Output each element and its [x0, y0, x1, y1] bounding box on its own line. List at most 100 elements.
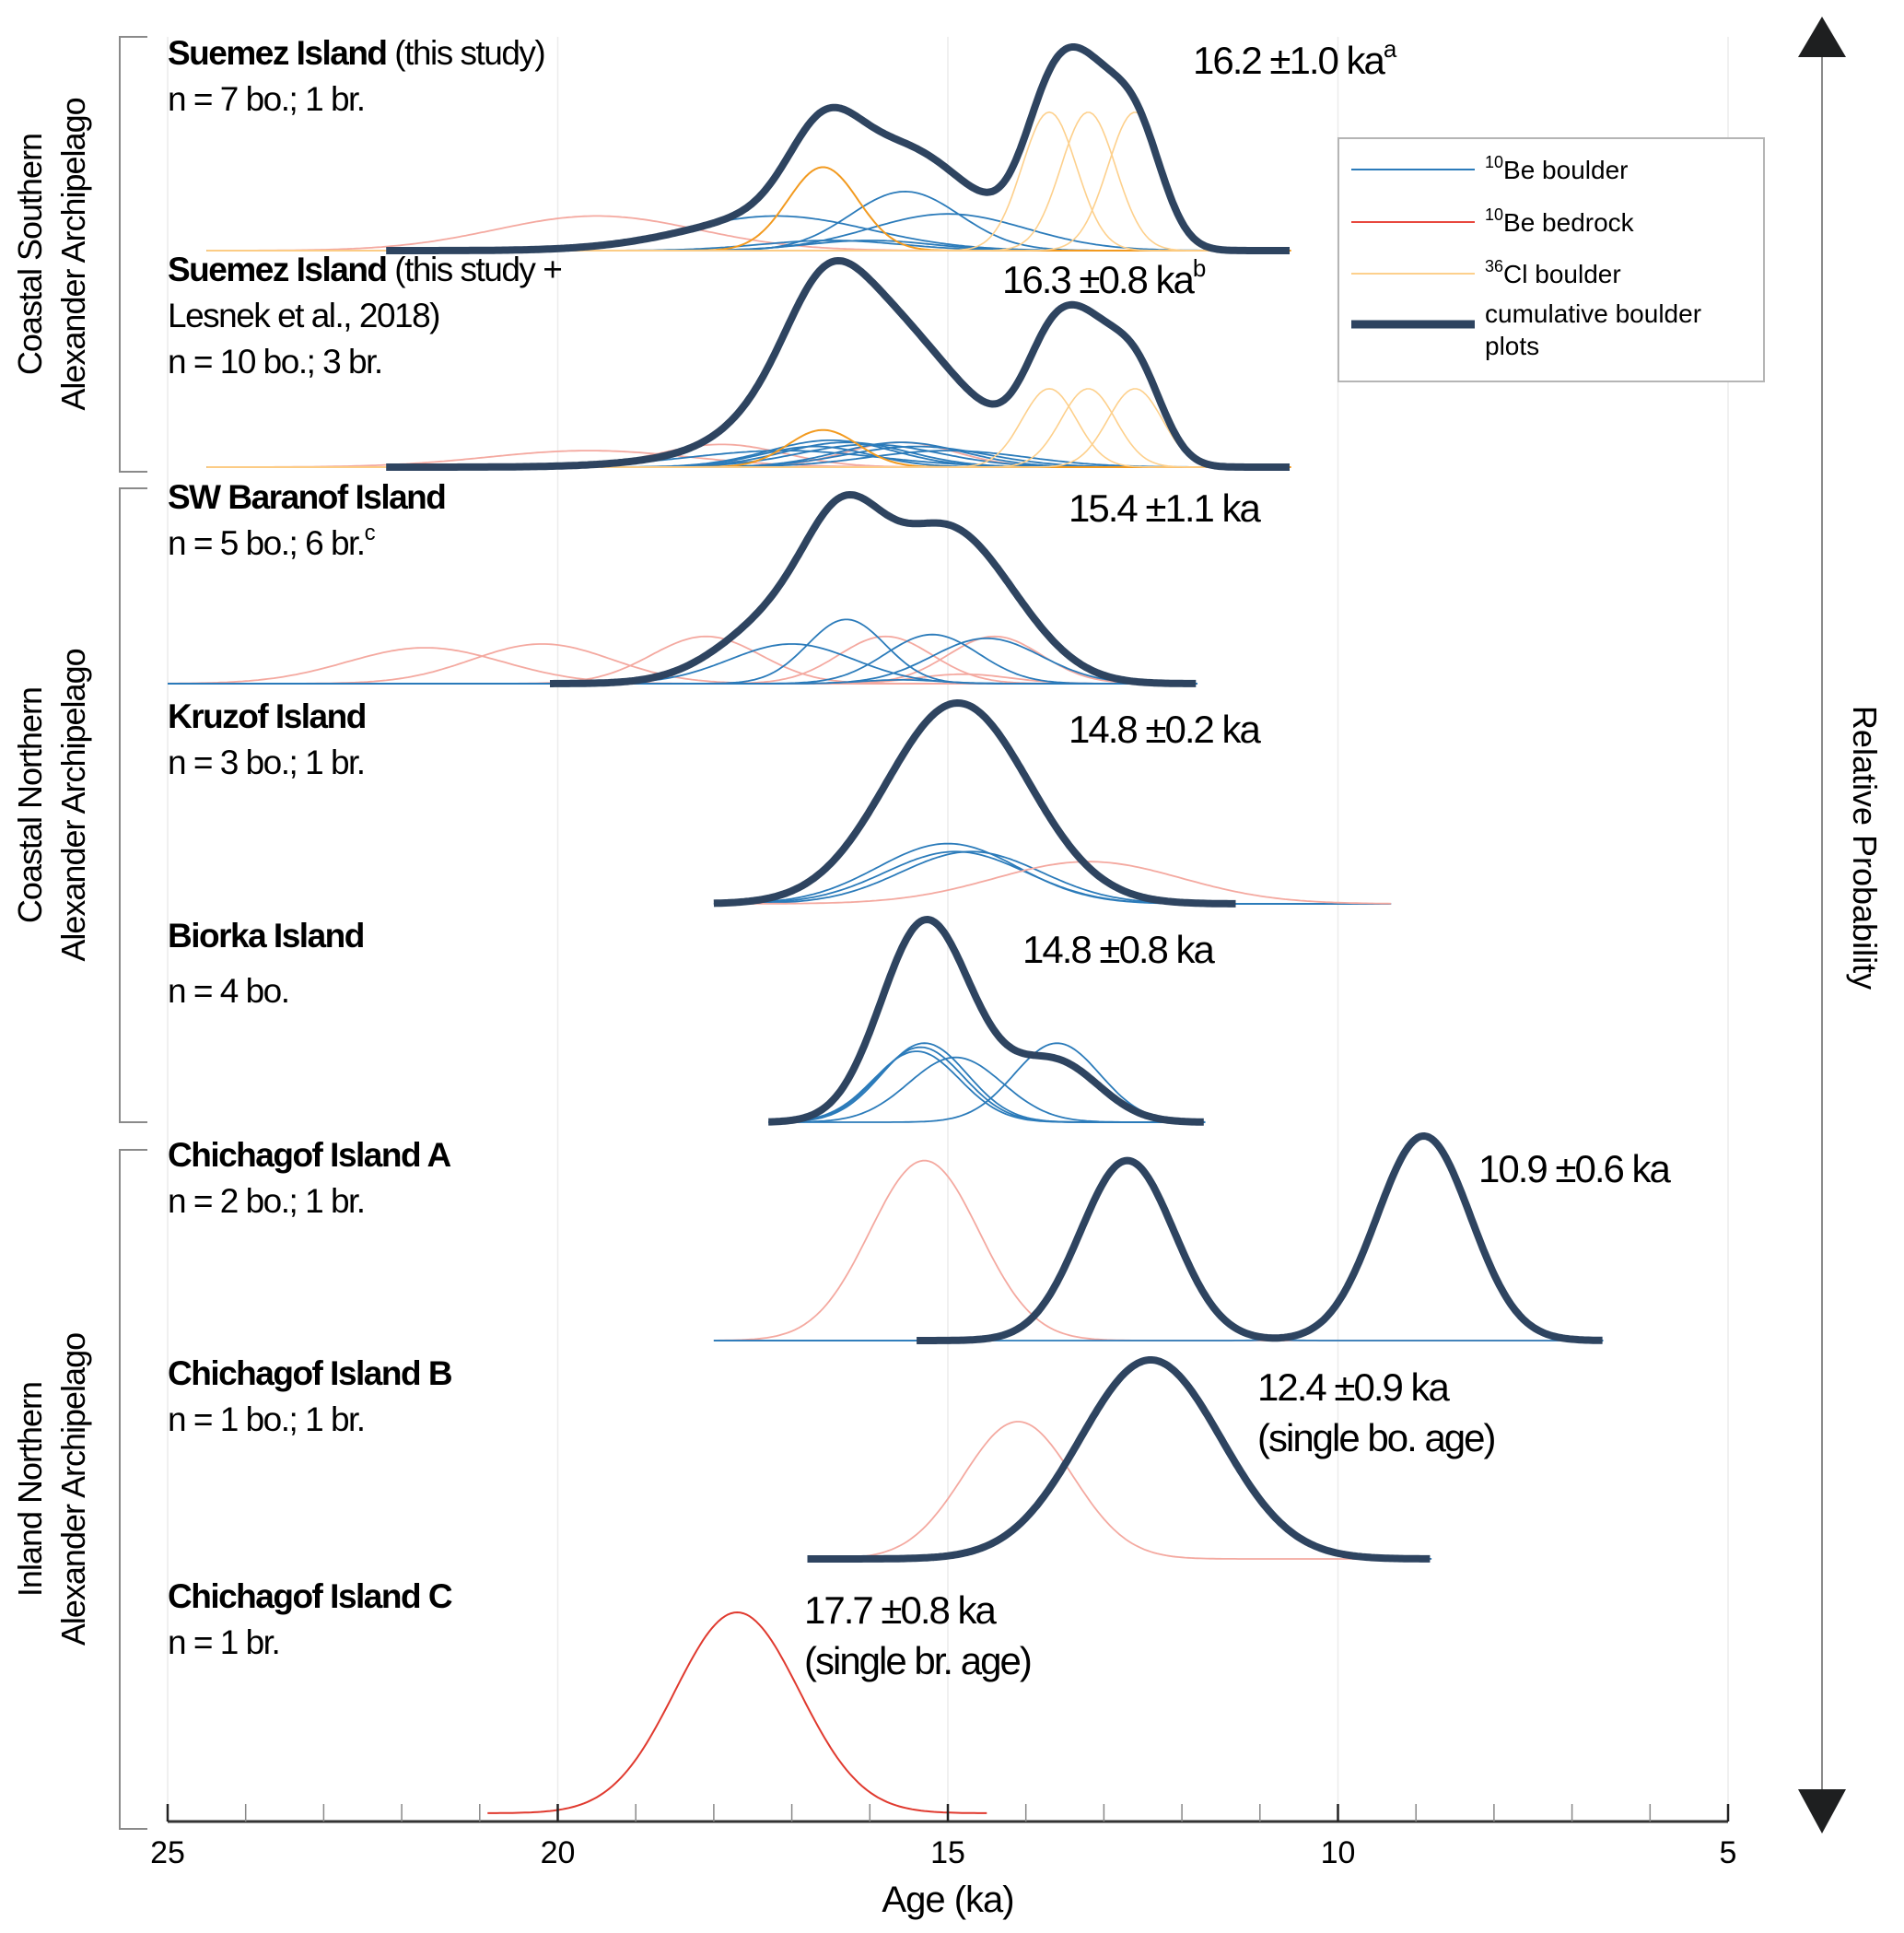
sample-count-text: n = 10 bo.; 3 br.	[168, 343, 382, 381]
x-tick-label: 10	[1321, 1835, 1356, 1870]
x-axis-title: Age (ka)	[882, 1880, 1013, 1920]
group-bracket	[119, 36, 147, 473]
panel-label-6: Chichagof Island B n = 1 bo.; 1 br. 12.4 ±…	[168, 1354, 1497, 1459]
age-value: 17.7 ±0.8 ka	[804, 1588, 998, 1632]
panel-curves-5	[713, 1132, 1605, 1344]
cumulative-pdf	[712, 699, 1237, 908]
panel-age-label: 16.3 ±0.8 kab	[1002, 254, 1206, 301]
pdf-be-boulder	[713, 1159, 1604, 1341]
x-tick-label: 15	[930, 1835, 965, 1870]
y-axis-title: Relative Probability	[1846, 706, 1884, 990]
panel-labels: Suemez Island (this study) n = 7 bo.; 1 b…	[168, 34, 1674, 1682]
pdf-be-boulder	[768, 1042, 1206, 1123]
age-footnote: b	[1193, 254, 1206, 282]
panel-site-note: (this study +	[387, 251, 562, 288]
pdf-be-boulder	[768, 1056, 1206, 1123]
age-footnote: a	[1384, 35, 1397, 63]
sample-count-text: n = 5 bo.; 6 br.	[168, 524, 365, 562]
pdf-cl-boulder	[206, 111, 1290, 252]
x-axis: 25 20 15 10 5 Age (ka)	[150, 1804, 1736, 1920]
cumulative-pdf	[915, 1132, 1605, 1344]
group-label-line2: Alexander Archipelago	[54, 98, 92, 410]
sample-count-text: n = 3 bo.; 1 br.	[168, 744, 365, 781]
legend-label: 36Cl boulder	[1485, 257, 1621, 288]
group-label-line2: Alexander Archipelago	[54, 1333, 92, 1646]
panel-title: SW Baranof Island	[168, 478, 445, 516]
pdf-be-bedrock-solid	[487, 1611, 987, 1814]
age-value: 16.3 ±0.8 ka	[1002, 258, 1196, 301]
panel-site-name: Chichagof Island A	[168, 1136, 450, 1174]
panel-sample-count: n = 3 bo.; 1 br.	[168, 744, 365, 781]
panel-label-1: Suemez Island (this study + Lesnek et al.…	[168, 251, 1208, 381]
group-label: Inland Northern Alexander Archipelago	[11, 1333, 92, 1646]
legend-isotope-label: Cl boulder	[1503, 260, 1621, 288]
panel-site-name: Suemez Island	[168, 34, 387, 72]
pdf-be-boulder	[168, 679, 1197, 685]
pdf-curves	[168, 43, 1605, 1814]
x-tick-label: 20	[541, 1835, 576, 1870]
legend-isotope-mass: 36	[1485, 257, 1503, 275]
sample-count-text: n = 2 bo.; 1 br.	[168, 1182, 365, 1220]
group-bracket	[119, 1149, 147, 1830]
pdf-be-bedrock	[168, 635, 1197, 685]
panel-sample-count: n = 4 bo.	[168, 972, 289, 1010]
legend-label: 10Be bedrock	[1485, 205, 1635, 237]
legend-isotope-label: Be bedrock	[1503, 208, 1635, 237]
pdf-be-bedrock	[168, 643, 1197, 685]
pdf-be-bedrock	[168, 635, 1197, 685]
pdf-be-bedrock	[713, 1159, 1604, 1341]
group-labels: Coastal Southern Alexander ArchipelagoCoa…	[11, 98, 92, 1646]
panel-age-label: 14.8 ±0.2 ka	[1069, 708, 1262, 751]
pdf-be-bedrock	[807, 1421, 1432, 1560]
legend-isotope-mass: 10	[1485, 205, 1503, 224]
panel-title: Suemez Island (this study +	[168, 251, 561, 288]
legend-isotope-label: Be boulder	[1503, 156, 1628, 184]
panel-title: Biorka Island	[168, 917, 364, 955]
panel-label-2: SW Baranof Island n = 5 bo.; 6 br.c 15.4 ±…	[168, 478, 1264, 562]
arrow-down-icon	[1798, 1789, 1846, 1833]
age-value: 16.2 ±1.0 ka	[1193, 39, 1386, 82]
panel-sample-count: n = 7 bo.; 1 br.	[168, 80, 365, 118]
panel-age-label: 16.2 ±1.0 kaa	[1193, 35, 1397, 82]
panel-age-note: (single bo. age)	[1257, 1416, 1495, 1459]
sample-count-text: n = 7 bo.; 1 br.	[168, 80, 365, 118]
panel-age-label: 14.8 ±0.8 ka	[1022, 928, 1216, 971]
panel-site-name: Biorka Island	[168, 917, 364, 955]
panel-label-4: Biorka Island n = 4 bo. 14.8 ±0.8 ka	[168, 917, 1218, 1010]
pdf-be-bedrock	[206, 450, 1290, 468]
age-value: 15.4 ±1.1 ka	[1069, 486, 1262, 530]
panel-site-note-line2: Lesnek et al., 2018)	[168, 297, 439, 334]
cumulative-pdf	[548, 491, 1197, 687]
age-value: 12.4 ±0.9 ka	[1257, 1365, 1451, 1409]
pdf-be-boulder	[206, 450, 1290, 468]
group-label-line2: Alexander Archipelago	[54, 649, 92, 961]
panel-site-name: Chichagof Island C	[168, 1577, 452, 1615]
cumulative-pdf	[384, 257, 1291, 471]
group-label-line1: Coastal Southern	[11, 134, 49, 375]
panel-site-name: SW Baranof Island	[168, 478, 445, 516]
panel-age-label: 15.4 ±1.1 ka	[1069, 486, 1262, 530]
group-label: Coastal Northern Alexander Archipelago	[11, 649, 92, 961]
panel-title: Suemez Island (this study)	[168, 34, 544, 72]
panel-age-label: 10.9 ±0.6 ka	[1478, 1147, 1672, 1190]
x-tick-label: 5	[1720, 1835, 1737, 1870]
panel-label-7: Chichagof Island C n = 1 br. 17.7 ±0.8 ka (…	[168, 1577, 1033, 1682]
panel-title: Chichagof Island C	[168, 1577, 452, 1615]
sample-count-footnote: c	[365, 521, 376, 545]
panel-title: Chichagof Island A	[168, 1136, 450, 1174]
panel-curves-4	[766, 916, 1206, 1126]
panel-age-label: 17.7 ±0.8 ka	[804, 1588, 998, 1632]
pdf-be-boulder	[168, 633, 1197, 685]
legend-isotope-mass: 10	[1485, 153, 1503, 171]
age-value: 14.8 ±0.8 ka	[1022, 928, 1216, 971]
pdf-cl-boulder	[206, 111, 1290, 252]
pdf-be-bedrock	[713, 861, 1392, 905]
panel-site-note: (this study)	[387, 34, 545, 72]
pdf-cl-boulder	[206, 111, 1290, 252]
group-brackets	[119, 36, 147, 1830]
age-value: 10.9 ±0.6 ka	[1478, 1147, 1672, 1190]
panel-sample-count: n = 10 bo.; 3 br.	[168, 343, 382, 381]
legend-label: cumulative boulder	[1485, 299, 1701, 328]
